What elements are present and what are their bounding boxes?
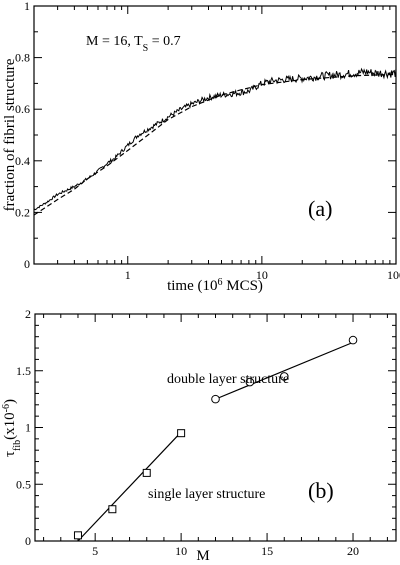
- single-layer-point: [73, 531, 82, 540]
- single-layer-point: [177, 429, 186, 438]
- single-layer-fit-line: [77, 431, 182, 542]
- panel-a-annotation: M = 16, TS = 0.7: [86, 34, 181, 54]
- double-layer-point: [348, 335, 358, 345]
- simulation-curve: [33, 67, 397, 211]
- panel-a-label: (a): [308, 196, 332, 221]
- y-tick-label: 0.6: [15, 102, 30, 116]
- x-tick-label: 10: [175, 544, 187, 558]
- single-layer-point: [108, 505, 117, 514]
- single-layer-point: [142, 468, 151, 477]
- panel-a-chart: 1 10 100 0 0.2 0.4 0.6 0.8 1 M = 16, TS = 0.7 (a…: [2, 0, 400, 294]
- panel-b-xlabel: M: [196, 548, 209, 564]
- y-tick-label: 0: [25, 534, 31, 548]
- x-tick-label: 100: [387, 268, 400, 282]
- double-layer-point: [245, 377, 255, 387]
- panel-a-ylabel: fraction of fibril structure: [2, 58, 18, 211]
- y-tick-label: 1: [24, 0, 30, 13]
- y-tick-label: 0: [24, 257, 30, 271]
- fit-curve-dashed: [33, 73, 397, 216]
- double-layer-fit-line: [215, 341, 354, 400]
- y-tick-label: 0.2: [15, 205, 30, 219]
- x-tick-label: 15: [261, 544, 273, 558]
- double-layer-point: [279, 372, 289, 381]
- y-tick-label: 0.5: [16, 477, 31, 491]
- double-layer-label: double layer structure: [167, 372, 289, 387]
- panel-a-xlabel: time (106 MCS): [167, 277, 263, 295]
- x-tick-label: 1: [125, 268, 131, 282]
- x-tick-label: 5: [92, 544, 98, 558]
- y-tick-label: 2: [25, 307, 31, 321]
- x-tick-label: 10: [256, 268, 268, 282]
- y-tick-label: 0.4: [15, 154, 30, 168]
- y-tick-label: 1: [25, 421, 31, 435]
- double-layer-point: [211, 394, 220, 404]
- y-tick-label: 1.5: [16, 364, 31, 378]
- panel-b-label: (b): [308, 478, 334, 503]
- y-tick-label: 0.8: [15, 51, 30, 65]
- x-tick-label: 20: [347, 544, 359, 558]
- single-layer-label: single layer structure: [148, 487, 265, 502]
- panel-b-ylabel: τfib(x10-6): [1, 399, 23, 457]
- panel-b-frame: [34, 313, 397, 542]
